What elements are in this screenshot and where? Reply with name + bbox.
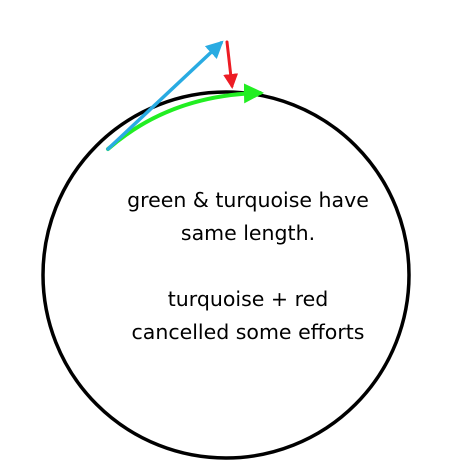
main-circle	[41, 90, 411, 460]
red-arrow	[223, 40, 239, 89]
caption-line-2: same length.	[181, 221, 315, 245]
green-arc-arrow	[106, 83, 264, 151]
caption-line-1: green & turquoise have	[127, 188, 369, 212]
caption-line-3: turquoise + red	[168, 287, 328, 311]
turquoise-arrow	[106, 40, 224, 151]
caption-line-4: cancelled some efforts	[132, 320, 365, 344]
